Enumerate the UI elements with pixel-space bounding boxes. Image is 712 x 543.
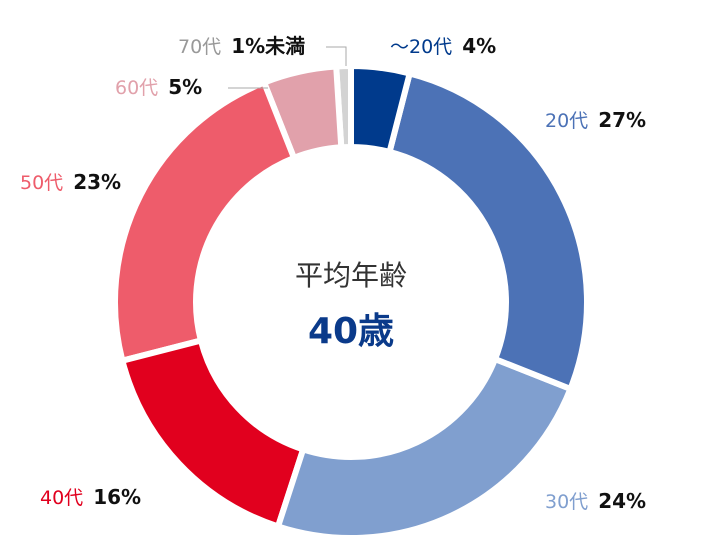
category-label: 70代 bbox=[178, 36, 221, 58]
category-label: 50代 bbox=[20, 172, 63, 194]
value-label: 27% bbox=[598, 108, 646, 132]
slice-label: 70代 1%未満 bbox=[178, 34, 305, 58]
donut-slice bbox=[118, 336, 307, 531]
donut-slice bbox=[260, 63, 345, 162]
donut-slice bbox=[348, 62, 414, 156]
value-label: 23% bbox=[73, 170, 121, 194]
value-label: 5% bbox=[168, 75, 202, 99]
value-label: 4% bbox=[462, 34, 496, 58]
center-title: 平均年齢 bbox=[295, 259, 407, 292]
donut-slice bbox=[112, 78, 298, 365]
leader-line bbox=[326, 46, 347, 66]
slice-label: 〜20代 4% bbox=[390, 34, 496, 58]
category-label: 40代 bbox=[40, 487, 83, 509]
value-label: 1%未満 bbox=[231, 34, 305, 58]
category-label: 〜20代 bbox=[390, 36, 452, 58]
slice-label: 60代 5% bbox=[115, 75, 202, 99]
category-label: 20代 bbox=[545, 110, 588, 132]
category-label: 60代 bbox=[115, 77, 158, 99]
slice-label: 20代 27% bbox=[545, 108, 646, 132]
donut-slice bbox=[274, 355, 575, 541]
value-label: 16% bbox=[93, 485, 141, 509]
center-value: 40歳 bbox=[308, 311, 394, 352]
donut-slice bbox=[385, 69, 590, 393]
slice-label: 40代 16% bbox=[40, 485, 141, 509]
value-label: 24% bbox=[598, 489, 646, 513]
slice-label: 50代 23% bbox=[20, 170, 121, 194]
slice-label: 30代 24% bbox=[545, 489, 646, 513]
category-label: 30代 bbox=[545, 491, 588, 513]
